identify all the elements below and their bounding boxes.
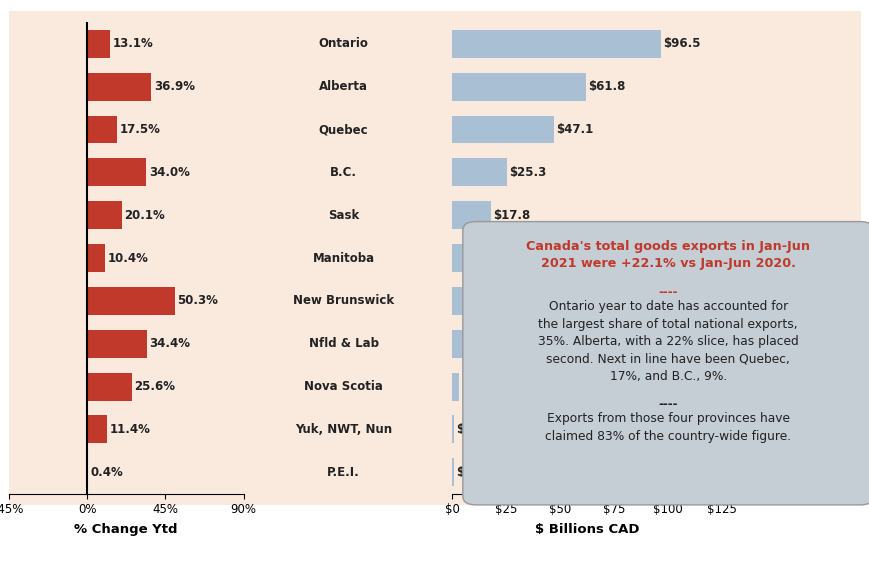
Bar — [452, 373, 459, 401]
Text: $0.9: $0.9 — [456, 423, 485, 436]
Text: Yuk, NWT, Nun: Yuk, NWT, Nun — [295, 423, 392, 436]
Text: 17.5%: 17.5% — [120, 123, 161, 136]
Text: B.C.: B.C. — [329, 166, 357, 179]
Text: 20.1%: 20.1% — [124, 209, 165, 222]
Bar — [452, 158, 507, 186]
Text: Canada's total goods exports in Jan-Jun
2021 were +22.1% vs Jan-Jun 2020.: Canada's total goods exports in Jan-Jun … — [526, 240, 809, 270]
Text: 34.0%: 34.0% — [149, 166, 189, 179]
Bar — [452, 458, 454, 486]
Bar — [87, 244, 105, 272]
Bar — [87, 30, 109, 58]
Bar — [452, 330, 468, 358]
Text: $47.1: $47.1 — [555, 123, 593, 136]
Text: 36.9%: 36.9% — [154, 80, 195, 93]
Text: Manitoba: Manitoba — [312, 251, 375, 265]
Bar — [87, 73, 151, 100]
Bar — [87, 201, 122, 229]
Text: $3.1: $3.1 — [461, 380, 490, 393]
Text: Nfld & Lab: Nfld & Lab — [308, 337, 378, 350]
Text: 0.4%: 0.4% — [90, 466, 123, 479]
Text: $7.5: $7.5 — [470, 295, 500, 307]
Bar — [452, 244, 470, 272]
Text: $7.1: $7.1 — [469, 337, 498, 350]
Text: Sask: Sask — [328, 209, 359, 222]
X-axis label: $ Billions CAD: $ Billions CAD — [534, 523, 639, 536]
Text: Alberta: Alberta — [319, 80, 368, 93]
Text: Ontario: Ontario — [318, 38, 368, 50]
Text: 50.3%: 50.3% — [177, 295, 218, 307]
X-axis label: % Change Ytd: % Change Ytd — [75, 523, 177, 536]
Bar — [87, 116, 117, 144]
Text: $61.8: $61.8 — [587, 80, 625, 93]
Text: New Brunswick: New Brunswick — [293, 295, 394, 307]
Bar — [452, 416, 454, 443]
Text: 34.4%: 34.4% — [149, 337, 190, 350]
Bar — [87, 373, 131, 401]
Bar — [87, 158, 146, 186]
Bar — [87, 416, 107, 443]
Text: ----: ---- — [658, 286, 677, 299]
Bar — [87, 287, 175, 315]
Text: $25.3: $25.3 — [508, 166, 546, 179]
Text: Exports from those four provinces have
claimed 83% of the country-wide figure.: Exports from those four provinces have c… — [545, 412, 790, 443]
Text: 13.1%: 13.1% — [112, 38, 153, 50]
Text: Ontario year to date has accounted for
the largest share of total national expor: Ontario year to date has accounted for t… — [537, 300, 798, 383]
Text: Nova Scotia: Nova Scotia — [304, 380, 382, 393]
Bar — [452, 73, 585, 100]
Text: 10.4%: 10.4% — [108, 251, 149, 265]
Text: $17.8: $17.8 — [493, 209, 529, 222]
Text: Quebec: Quebec — [318, 123, 368, 136]
Bar — [452, 287, 468, 315]
Text: $0.7: $0.7 — [455, 466, 485, 479]
Bar — [452, 116, 554, 144]
Text: P.E.I.: P.E.I. — [327, 466, 360, 479]
Text: 25.6%: 25.6% — [134, 380, 175, 393]
Text: $8.6: $8.6 — [473, 251, 501, 265]
Bar — [452, 30, 660, 58]
Text: ----: ---- — [658, 398, 677, 411]
Text: $96.5: $96.5 — [662, 38, 700, 50]
Text: 11.4%: 11.4% — [109, 423, 150, 436]
Bar — [87, 330, 147, 358]
Bar — [452, 201, 490, 229]
